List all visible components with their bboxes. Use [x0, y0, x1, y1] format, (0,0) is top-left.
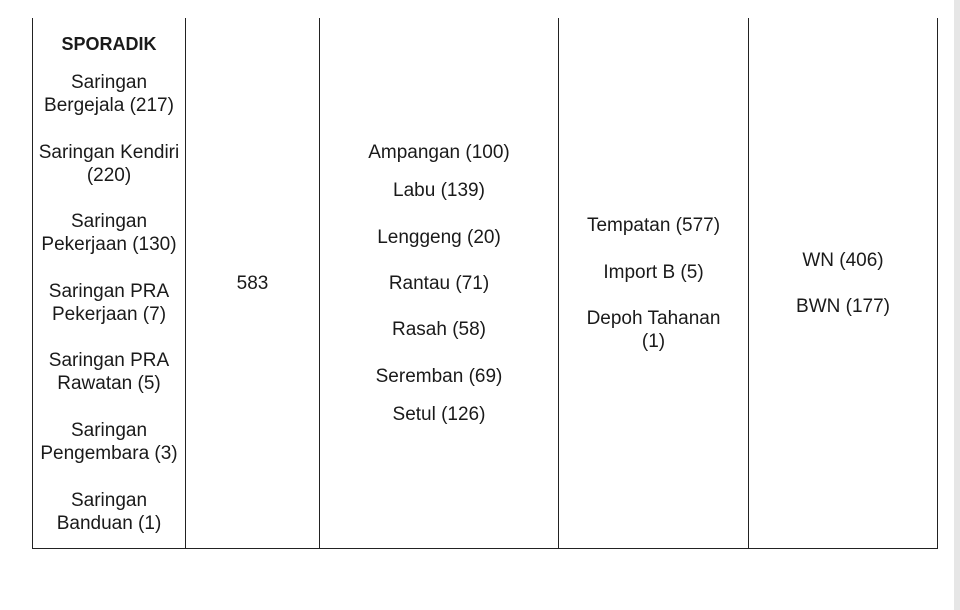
cases-table: SPORADIK Saringan Bergejala (217) Saring…: [32, 18, 938, 549]
district-item: Seremban (69): [375, 366, 503, 387]
district-item: Ampangan (100): [368, 142, 510, 163]
category-cell: SPORADIK Saringan Bergejala (217) Saring…: [33, 18, 185, 548]
category-item: Saringan Pengembara (3): [40, 420, 178, 464]
category-heading: SPORADIK: [61, 34, 157, 54]
category-item: Saringan Bergejala (217): [44, 72, 174, 116]
column-divider: [748, 18, 749, 548]
table-border-left: [32, 18, 33, 548]
source-item: Import B (5): [603, 262, 704, 283]
citizenship-item: WN (406): [802, 250, 884, 271]
category-item: Saringan PRA Pekerjaan (7): [48, 281, 170, 325]
citizenship-cell: WN (406) BWN (177): [749, 18, 937, 548]
column-divider: [185, 18, 186, 548]
source-item: Tempatan (577): [586, 215, 721, 236]
district-item: Lenggeng (20): [377, 227, 501, 248]
citizenship-item: BWN (177): [796, 296, 890, 317]
category-item: Saringan Banduan (1): [56, 490, 162, 534]
district-cell: Ampangan (100) Labu (139) Lenggeng (20) …: [320, 18, 558, 548]
district-item: Rantau (71): [388, 273, 490, 294]
total-cell: 583: [186, 18, 319, 548]
column-divider: [558, 18, 559, 548]
source-item: Depoh Tahanan (1): [586, 308, 721, 352]
district-item: Rasah (58): [392, 319, 486, 340]
column-divider: [319, 18, 320, 548]
category-item: Saringan PRA Rawatan (5): [48, 350, 170, 394]
district-item: Setul (126): [392, 404, 486, 425]
category-item: Saringan Kendiri (220): [38, 142, 180, 186]
source-cell: Tempatan (577) Import B (5) Depoh Tahana…: [559, 18, 748, 548]
category-item: Saringan Pekerjaan (130): [41, 211, 177, 255]
table-border-right: [937, 18, 938, 548]
page-edge: [954, 0, 960, 610]
district-item: Labu (139): [393, 180, 485, 201]
total-value: 583: [236, 273, 269, 294]
